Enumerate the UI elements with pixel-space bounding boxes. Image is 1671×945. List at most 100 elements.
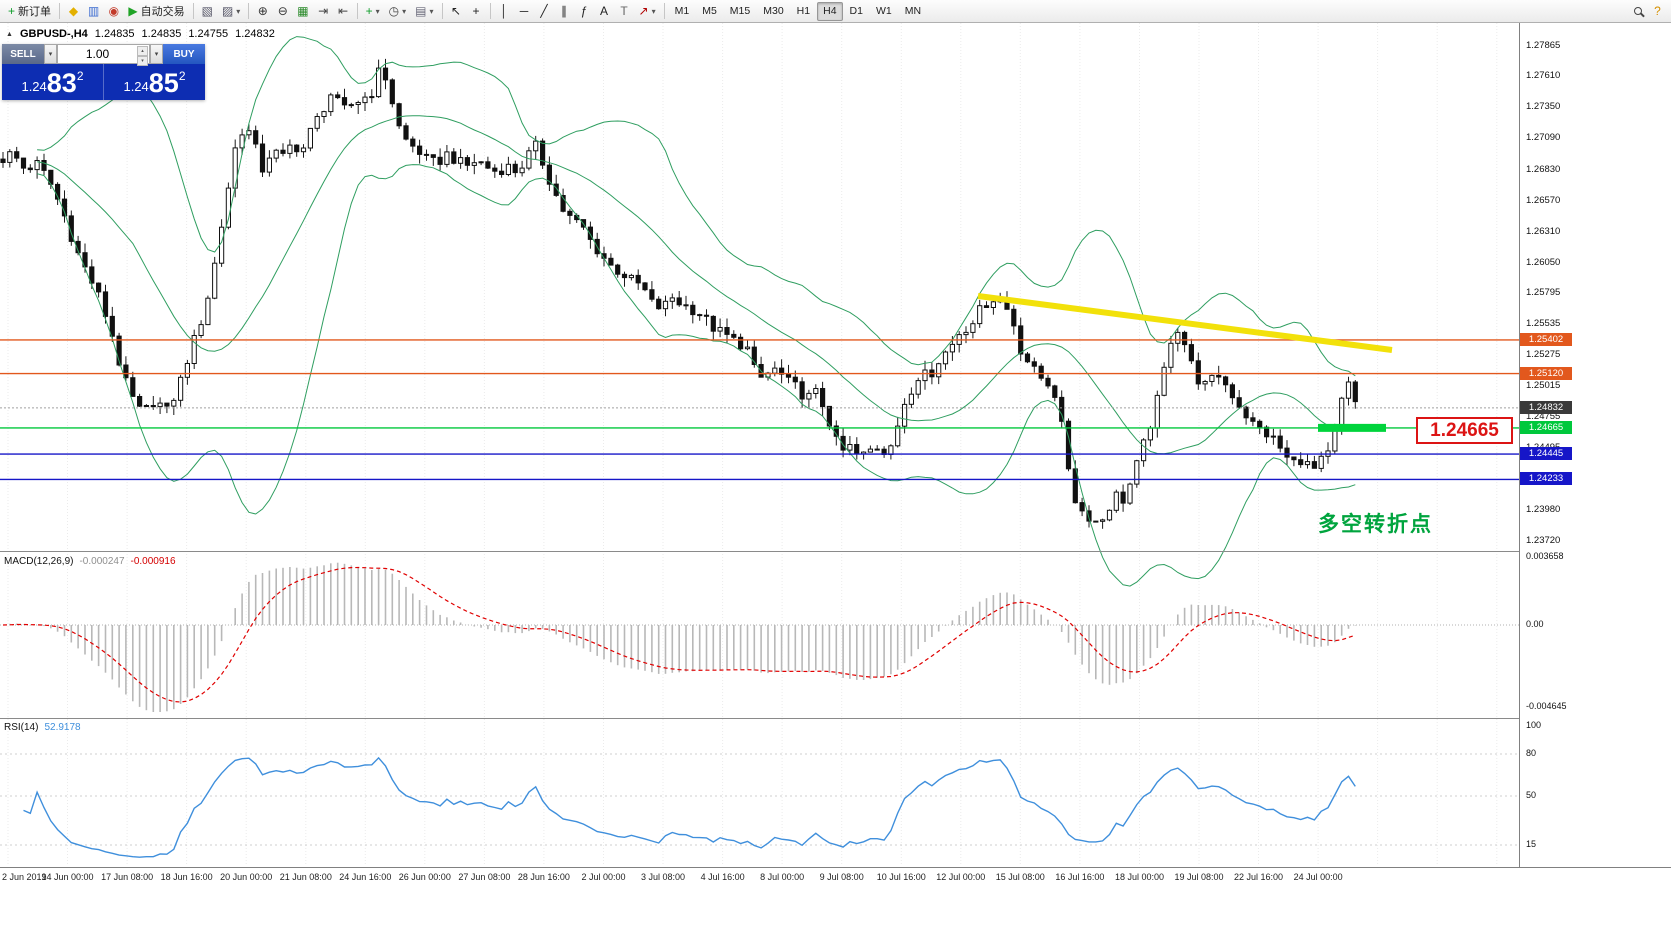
dropdown-caret-icon[interactable]: ▾	[236, 6, 241, 16]
text-button[interactable]: A	[595, 2, 614, 21]
buy-price-display[interactable]: 1.24 85 2	[104, 64, 205, 100]
sell-price-display[interactable]: 1.24 83 2	[2, 64, 103, 100]
timeframe-d1[interactable]: D1	[849, 5, 863, 17]
timeframe-w1[interactable]: W1	[875, 5, 892, 17]
volume-input[interactable]: 1.00 ▴ ▾	[57, 44, 150, 66]
autotrading-button-label: 自动交易	[140, 6, 185, 18]
time-label: 28 Jun 16:00	[517, 872, 570, 882]
cursor-button[interactable]: ↖	[447, 2, 466, 21]
buy-button[interactable]: BUY	[163, 44, 205, 64]
timeframe-m15[interactable]: M15	[729, 5, 751, 17]
timeframe-h1[interactable]: H1	[796, 5, 811, 17]
buy-options-dropdown[interactable]: ▾	[150, 44, 163, 64]
text-label-button[interactable]: T	[615, 2, 634, 21]
market-watch-button[interactable]: ▥	[84, 2, 103, 21]
periods-button[interactable]: ◷ ▾	[385, 2, 411, 21]
tile-windows-button[interactable]: ▦	[293, 2, 312, 21]
candle-body	[287, 144, 293, 154]
candle-body	[1031, 361, 1037, 367]
candle-body	[1052, 385, 1058, 398]
candle-body	[553, 183, 559, 196]
fibonacci-button[interactable]: ƒ	[575, 2, 594, 21]
autotrading-button[interactable]: ▶ 自动交易	[124, 2, 188, 21]
dropdown-caret-icon[interactable]: ▾	[651, 6, 656, 16]
candle-body	[621, 273, 628, 279]
dropdown-caret-icon[interactable]: ▾	[402, 6, 407, 16]
sell-button[interactable]: SELL	[2, 44, 44, 64]
candle-body	[150, 405, 156, 408]
trendline-button[interactable]: ╱	[535, 2, 554, 21]
timeframe-m1[interactable]: M1	[674, 5, 690, 17]
template-icon: ▤	[415, 4, 427, 18]
bollinger-bands	[36, 36, 1356, 587]
volume-increase-button[interactable]: ▴	[137, 46, 148, 56]
candle-body	[854, 444, 860, 455]
horizontal-line-button[interactable]: ─	[515, 2, 534, 21]
candle-body	[253, 130, 259, 145]
candle-body	[587, 226, 593, 240]
chart-objects[interactable]	[977, 293, 1393, 432]
candle-body	[198, 324, 204, 337]
panel-separator[interactable]	[0, 551, 1671, 552]
candle-body	[512, 163, 518, 174]
candle-body	[505, 163, 511, 176]
candle-body	[744, 346, 751, 350]
candle-body	[874, 448, 880, 451]
candle-body	[102, 291, 109, 317]
candle-body	[1059, 396, 1065, 422]
vertical-line-button[interactable]: │	[495, 2, 514, 21]
price-divider	[103, 64, 104, 100]
toolbar-separator	[59, 3, 61, 19]
crosshair-button[interactable]: +	[467, 2, 486, 21]
rsi-axis-label: 80	[1526, 748, 1537, 758]
indicators-button[interactable]: + ▾	[362, 2, 384, 21]
price-axis[interactable]: 1.27865 1.27610 1.27350 1.27090 1.26830 1.265…	[1519, 23, 1671, 868]
candle-body	[68, 215, 74, 242]
sell-price-prefix: 1.24	[21, 79, 47, 94]
candle-body	[328, 94, 334, 113]
timeframe-h4[interactable]: H4	[817, 1, 843, 21]
zoom-out-button[interactable]: ⊖	[273, 2, 292, 21]
sell-options-dropdown[interactable]: ▾	[44, 44, 57, 64]
zoom-in-button[interactable]: ⊕	[253, 2, 272, 21]
dropdown-caret-icon[interactable]: ▾	[375, 6, 380, 16]
help-button[interactable]: ?	[1648, 2, 1667, 21]
navigator-button[interactable]: ◉	[104, 2, 123, 21]
candle-body	[628, 274, 634, 279]
templates-button[interactable]: ▤ ▾	[411, 2, 437, 21]
price-tick: 1.24755	[1526, 411, 1561, 423]
candle-body	[949, 343, 955, 353]
macd-label: MACD(12,26,9) -0.000247 -0.000916	[4, 556, 176, 567]
timeframe-m30[interactable]: M30	[763, 5, 784, 17]
time-axis[interactable]: 2 Jun 2019 14 Jun 00:00 17 Jun 08:00 18 Jun…	[0, 867, 1671, 890]
profiles-button[interactable]: ▨ ▾	[218, 2, 244, 21]
price-levels[interactable]	[0, 339, 1519, 481]
new-chart-button[interactable]: ▧	[198, 2, 217, 21]
candle-body	[710, 315, 716, 332]
candle-body	[157, 402, 163, 408]
panel-separator[interactable]	[0, 718, 1671, 719]
candle-body	[1045, 377, 1051, 387]
macd-signal-line	[2, 566, 1356, 703]
yellow-trendline[interactable]	[977, 293, 1393, 353]
dropdown-caret-icon[interactable]: ▾	[429, 6, 434, 16]
shapes-button[interactable]: ↗ ▾	[635, 2, 660, 21]
candle-body	[1134, 460, 1140, 485]
timeframe-mn[interactable]: MN	[904, 5, 922, 17]
candle-body	[888, 445, 894, 455]
new-order-button[interactable]: + 新订单	[4, 2, 55, 21]
candle-body	[1318, 455, 1324, 469]
candle-body	[1332, 428, 1338, 452]
volume-decrease-button[interactable]: ▾	[137, 56, 148, 66]
search-button[interactable]	[1628, 2, 1647, 21]
time-label: 24 Jun 16:00	[339, 872, 392, 882]
time-label: 18 Jul 00:00	[1114, 872, 1165, 882]
auto-scroll-button[interactable]: ⇥	[314, 2, 333, 21]
text-icon: A	[600, 4, 609, 18]
channel-button[interactable]: ∥	[555, 2, 574, 21]
metaeditor-button[interactable]: ◆	[64, 2, 83, 21]
chart-shift-button[interactable]: ⇤	[334, 2, 353, 21]
rsi-value: 52.9178	[44, 722, 81, 733]
timeframe-m5[interactable]: M5	[702, 5, 717, 17]
